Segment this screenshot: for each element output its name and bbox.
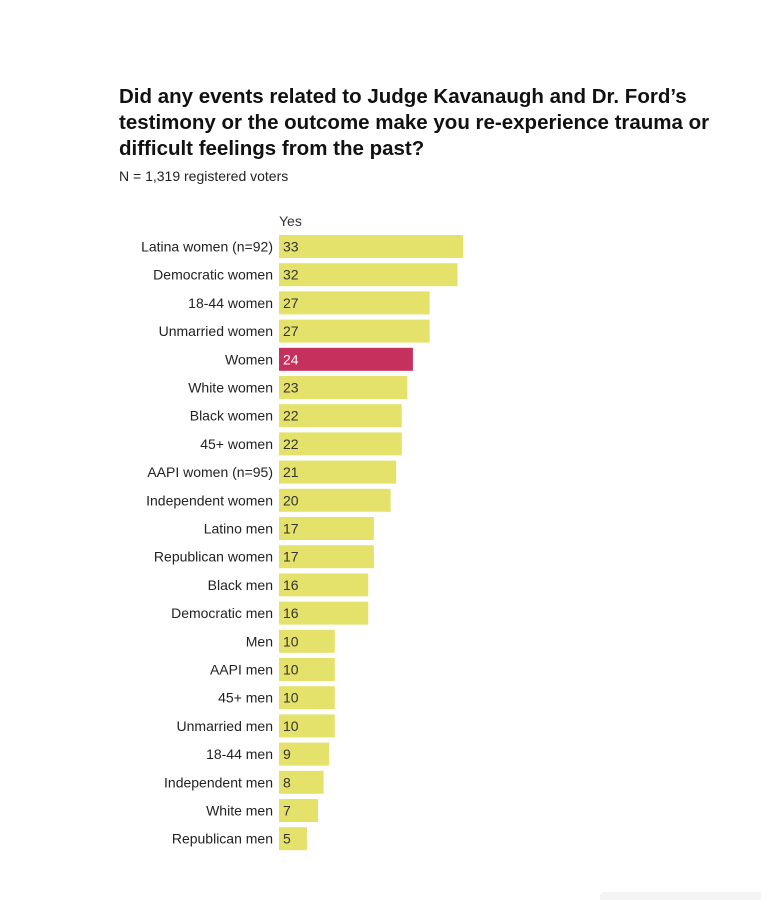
- page-edge-shadow: [600, 892, 761, 900]
- bar: [279, 770, 324, 794]
- category-label: Latino men: [204, 521, 273, 537]
- bar: [279, 658, 335, 681]
- data-label: 16: [283, 577, 299, 593]
- category-label: AAPI men: [210, 662, 273, 678]
- category-label: 18-44 men: [206, 746, 273, 762]
- category-label: Independent women: [146, 492, 273, 508]
- bar-row: AAPI men 10: [210, 658, 335, 681]
- bar-row: Independent women 20: [146, 488, 391, 512]
- bar-row: White men 7: [206, 799, 319, 822]
- bar: [279, 827, 307, 851]
- bar: [279, 742, 330, 766]
- data-label: 32: [283, 267, 299, 283]
- bar-row: Women 24: [225, 347, 413, 371]
- data-label: 17: [283, 549, 299, 565]
- chart-subtitle: N = 1,319 registered voters: [119, 168, 289, 184]
- bar: [279, 263, 458, 287]
- bar: [279, 573, 369, 597]
- category-label: Independent men: [164, 774, 273, 790]
- bar-row: Unmarried women 27: [159, 319, 430, 343]
- bar: [279, 517, 374, 540]
- category-label: 18-44 women: [188, 295, 273, 311]
- bar: [279, 460, 397, 484]
- data-label: 10: [283, 633, 299, 649]
- bar-row: Republican men 5: [172, 827, 307, 851]
- bar-row: Independent men 8: [164, 770, 324, 794]
- bar: [279, 488, 391, 512]
- bar: [279, 629, 335, 653]
- data-label: 16: [283, 605, 299, 621]
- bar-row: Latina women (n=92) 33: [141, 235, 464, 258]
- bar: [279, 545, 374, 569]
- data-label: 33: [283, 239, 299, 255]
- bar-row: 18-44 men 9: [206, 742, 330, 766]
- category-label: Black women: [190, 408, 273, 424]
- bar: [279, 686, 335, 710]
- category-label: Democratic women: [153, 267, 273, 283]
- data-label: 27: [283, 323, 299, 339]
- bar: [279, 404, 402, 428]
- data-label: 20: [283, 492, 299, 508]
- data-label: 23: [283, 380, 299, 396]
- category-label: AAPI women (n=95): [147, 464, 273, 480]
- category-label: Men: [246, 633, 273, 649]
- category-label: Women: [225, 351, 273, 367]
- category-label: Unmarried women: [159, 323, 273, 339]
- bar: [279, 601, 369, 625]
- bar: [279, 799, 319, 822]
- data-label: 22: [283, 408, 299, 424]
- data-label: 5: [283, 831, 291, 847]
- data-label: 21: [283, 464, 299, 480]
- category-label: Republican men: [172, 831, 273, 847]
- chart-title: Did any events related to Judge Kavanaug…: [119, 85, 710, 160]
- bar: [279, 235, 464, 258]
- bar-row: 45+ women 22: [200, 432, 402, 456]
- bar-row: Democratic women 32: [153, 263, 458, 287]
- category-label: Democratic men: [171, 605, 273, 621]
- bar-row: Democratic men 16: [171, 601, 369, 625]
- bar-chart: Yes Latina women (n=92) 33 Democratic wome…: [0, 200, 761, 860]
- data-label: 24: [283, 351, 299, 367]
- bar-row: White women 23: [188, 376, 408, 399]
- bar: [279, 376, 408, 399]
- data-label: 17: [283, 521, 299, 537]
- category-label: Black men: [208, 577, 273, 593]
- bar-row: Latino men 17: [204, 517, 374, 540]
- column-header: Yes: [279, 213, 302, 229]
- bar-row: 18-44 women 27: [188, 291, 430, 315]
- data-label: 10: [283, 718, 299, 734]
- bar-row: Black women 22: [190, 404, 402, 428]
- category-label: Republican women: [154, 549, 273, 565]
- data-label: 7: [283, 803, 291, 819]
- data-label: 9: [283, 746, 291, 762]
- category-label: White women: [188, 380, 273, 396]
- bar-row: 45+ men 10: [218, 686, 335, 710]
- data-label: 22: [283, 436, 299, 452]
- data-label: 10: [283, 662, 299, 678]
- bar-highlight: [279, 347, 413, 371]
- category-label: 45+ women: [200, 436, 273, 452]
- data-label: 27: [283, 295, 299, 311]
- bar: [279, 319, 430, 343]
- bar: [279, 291, 430, 315]
- category-label: White men: [206, 803, 273, 819]
- data-label: 10: [283, 690, 299, 706]
- category-label: Latina women (n=92): [141, 239, 273, 255]
- bar-row: Republican women 17: [154, 545, 374, 569]
- bar: [279, 432, 402, 456]
- bar-row: Black men 16: [208, 573, 369, 597]
- bar-row: Men 10: [246, 629, 335, 653]
- bar-chart-svg: Latina women (n=92) 33 Democratic women 32 1…: [141, 235, 464, 851]
- data-label: 8: [283, 774, 291, 790]
- bar: [279, 714, 335, 738]
- category-label: 45+ men: [218, 690, 273, 706]
- bar-row: AAPI women (n=95) 21: [147, 460, 397, 484]
- category-label: Unmarried men: [177, 718, 273, 734]
- bar-row: Unmarried men 10: [177, 714, 335, 738]
